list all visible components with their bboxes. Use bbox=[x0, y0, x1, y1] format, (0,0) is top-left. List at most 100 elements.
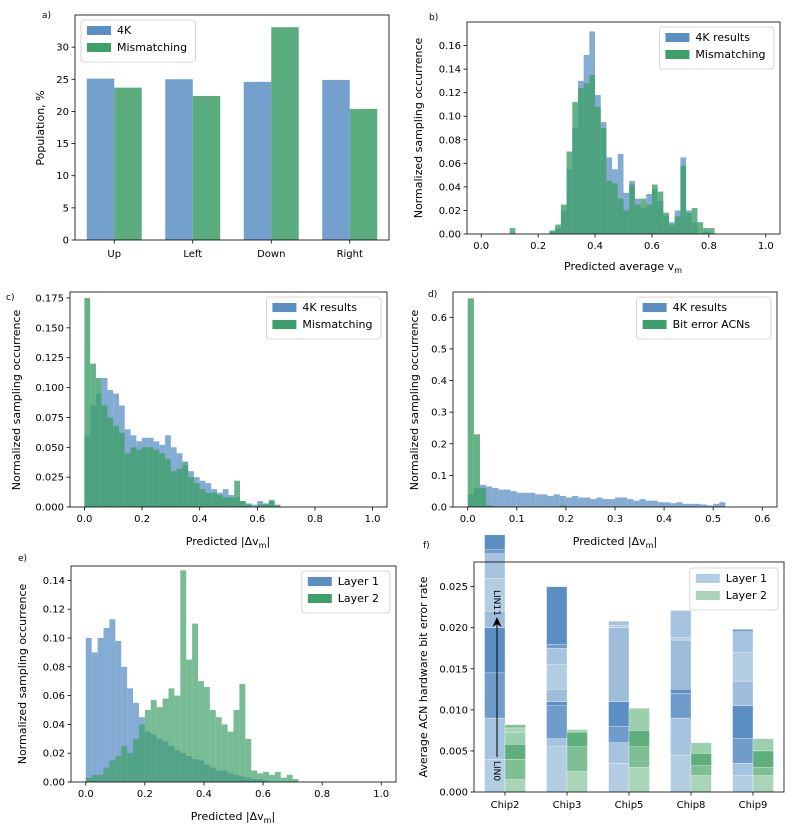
hist-bar-e-s1 bbox=[251, 770, 258, 782]
x-tick-label: 0.6 bbox=[644, 241, 660, 252]
hist-bar-e-s1 bbox=[257, 773, 264, 782]
hist-bar-e-s1 bbox=[150, 699, 157, 782]
hist-bar-c-s1 bbox=[257, 504, 264, 507]
hist-bar-b-s1 bbox=[595, 106, 601, 234]
hist-bar-b-s1 bbox=[640, 198, 647, 234]
panel-label-d: d) bbox=[428, 290, 437, 300]
x-tick-label: 0.8 bbox=[314, 789, 330, 800]
hist-bar-d-s1 bbox=[559, 505, 566, 507]
legend-f: Layer 1 Layer 2 bbox=[689, 567, 779, 611]
x-tick-label: 0.5 bbox=[705, 514, 721, 525]
stack-seg-chip2-s0-2 bbox=[484, 672, 506, 719]
bars-e bbox=[85, 570, 299, 782]
legend-swatch-1 bbox=[87, 43, 111, 52]
x-axis-f: Chip2 Chip3 Chip5 Chip8 Chip9 bbox=[491, 792, 767, 811]
hist-bar-e-s1 bbox=[280, 777, 287, 782]
hist-bar-d-s0 bbox=[547, 495, 554, 507]
hist-bar-d-s0 bbox=[670, 503, 677, 507]
hist-bar-d-s0 bbox=[633, 500, 640, 507]
hist-bar-d-s0 bbox=[657, 502, 665, 507]
legend-label-1: Layer 2 bbox=[726, 589, 767, 602]
y-tick-label: 0.00 bbox=[439, 230, 461, 241]
x-tick-label: 0.2 bbox=[137, 789, 153, 800]
y-tick-label: 0.150 bbox=[35, 323, 64, 334]
stack-seg-chip5-s0-3 bbox=[608, 701, 630, 727]
hist-bar-c-s1 bbox=[228, 497, 235, 507]
x-tick-label: 0.2 bbox=[530, 241, 546, 252]
stack-seg-chip5-s0-6 bbox=[608, 620, 630, 626]
stack-seg-chip9-s0-4 bbox=[732, 680, 754, 706]
hist-bar-d-s0 bbox=[664, 502, 671, 507]
arrow-up-icon bbox=[492, 617, 502, 627]
bar-right-s0 bbox=[322, 79, 350, 240]
hist-bar-e-s0 bbox=[85, 638, 92, 782]
x-tick-label: Up bbox=[107, 249, 121, 260]
legend-d: 4K results Bit error ACNs bbox=[636, 296, 772, 340]
stack-seg-chip2-s0-8 bbox=[484, 534, 506, 550]
bar-left-s1 bbox=[192, 96, 221, 240]
stack-seg-chip8-s0-3 bbox=[670, 689, 692, 694]
hist-bar-e-s1 bbox=[221, 724, 228, 782]
y-tick-label: 0.04 bbox=[439, 182, 461, 193]
hist-bar-e-s1 bbox=[268, 774, 275, 782]
panel-label-a: a) bbox=[42, 11, 51, 21]
hist-bar-e-s1 bbox=[245, 738, 252, 782]
hist-bar-d-s0 bbox=[676, 502, 683, 507]
stack-seg-chip3-s0-6 bbox=[546, 648, 568, 665]
y-tick-label: 0.06 bbox=[43, 691, 65, 702]
stack-seg-chip5-s1-1 bbox=[628, 746, 650, 768]
hist-bar-c-s1 bbox=[130, 447, 137, 507]
hist-bar-c-s1 bbox=[193, 483, 200, 507]
hist-bar-e-s1 bbox=[239, 684, 246, 782]
x-axis-label-b-main: Predicted average v bbox=[564, 260, 675, 273]
hist-bar-d-s0 bbox=[608, 499, 615, 507]
hist-bar-d-s0 bbox=[559, 495, 566, 507]
panel-a: a) 0 5 10 15 20 25 30 Up Left Down Right Populati… bbox=[34, 11, 390, 260]
hist-bar-c-s1 bbox=[165, 459, 171, 507]
stack-seg-chip5-s0-1 bbox=[608, 742, 630, 764]
axes-frame-b bbox=[466, 21, 781, 235]
stack-seg-chip3-s0-5 bbox=[546, 664, 568, 690]
stack-seg-chip3-s1-2 bbox=[566, 731, 588, 747]
hist-bar-c-s1 bbox=[222, 497, 229, 507]
stack-seg-chip8-s0-0 bbox=[670, 754, 692, 793]
x-axis-label-d: Predicted |Δvm| bbox=[573, 535, 657, 550]
hist-bar-b-s1 bbox=[623, 210, 630, 234]
stack-seg-chip5-s0-2 bbox=[608, 726, 630, 743]
y-tick-label: 0.12 bbox=[439, 88, 461, 99]
hist-bar-d-s0 bbox=[590, 499, 597, 507]
y-tick-label: 0.025 bbox=[35, 473, 64, 484]
hist-bar-d-s0 bbox=[584, 497, 591, 507]
hist-bar-e-s1 bbox=[292, 779, 299, 782]
legend-label-0: Layer 1 bbox=[338, 575, 379, 588]
legend-swatch-0 bbox=[665, 33, 690, 42]
y-tick-label: 0.100 bbox=[35, 383, 64, 394]
y-tick-label: 0.2 bbox=[431, 439, 447, 450]
hist-bar-d-s0 bbox=[498, 489, 505, 507]
legend-label-1: Bit error ACNs bbox=[673, 318, 751, 331]
hist-bar-e-s1 bbox=[115, 756, 122, 782]
legend-label-1: Layer 2 bbox=[338, 592, 379, 605]
y-tick-label: 0.10 bbox=[439, 112, 461, 123]
stack-seg-chip8-s0-4 bbox=[670, 639, 692, 690]
x-tick-label: 0.8 bbox=[307, 514, 323, 525]
hist-bar-d-s0 bbox=[516, 492, 523, 507]
legend-c: 4K results Mismatching bbox=[265, 296, 382, 340]
hist-bar-d-s0 bbox=[596, 497, 603, 507]
x-tick-label: 0.0 bbox=[78, 789, 94, 800]
hist-bar-d-s0 bbox=[719, 502, 726, 507]
hist-bar-e-s1 bbox=[133, 738, 139, 782]
stack-seg-chip5-s0-0 bbox=[608, 763, 630, 793]
legend-b: 4K results Mismatching bbox=[659, 26, 775, 70]
y-axis-label-a: Population, % bbox=[34, 90, 47, 165]
hist-bar-d-s0 bbox=[688, 503, 695, 507]
stack-seg-chip9-s0-0 bbox=[732, 775, 754, 793]
legend-a: 4K Mismatching bbox=[80, 19, 196, 63]
hist-bar-b-s1 bbox=[686, 212, 692, 234]
hist-bar-e-s1 bbox=[144, 710, 151, 782]
hist-bar-e-s0 bbox=[91, 652, 98, 782]
hist-bar-d-s0 bbox=[602, 499, 609, 507]
x-tick-label: Right bbox=[337, 249, 363, 260]
hist-bar-b-s1 bbox=[697, 222, 704, 234]
